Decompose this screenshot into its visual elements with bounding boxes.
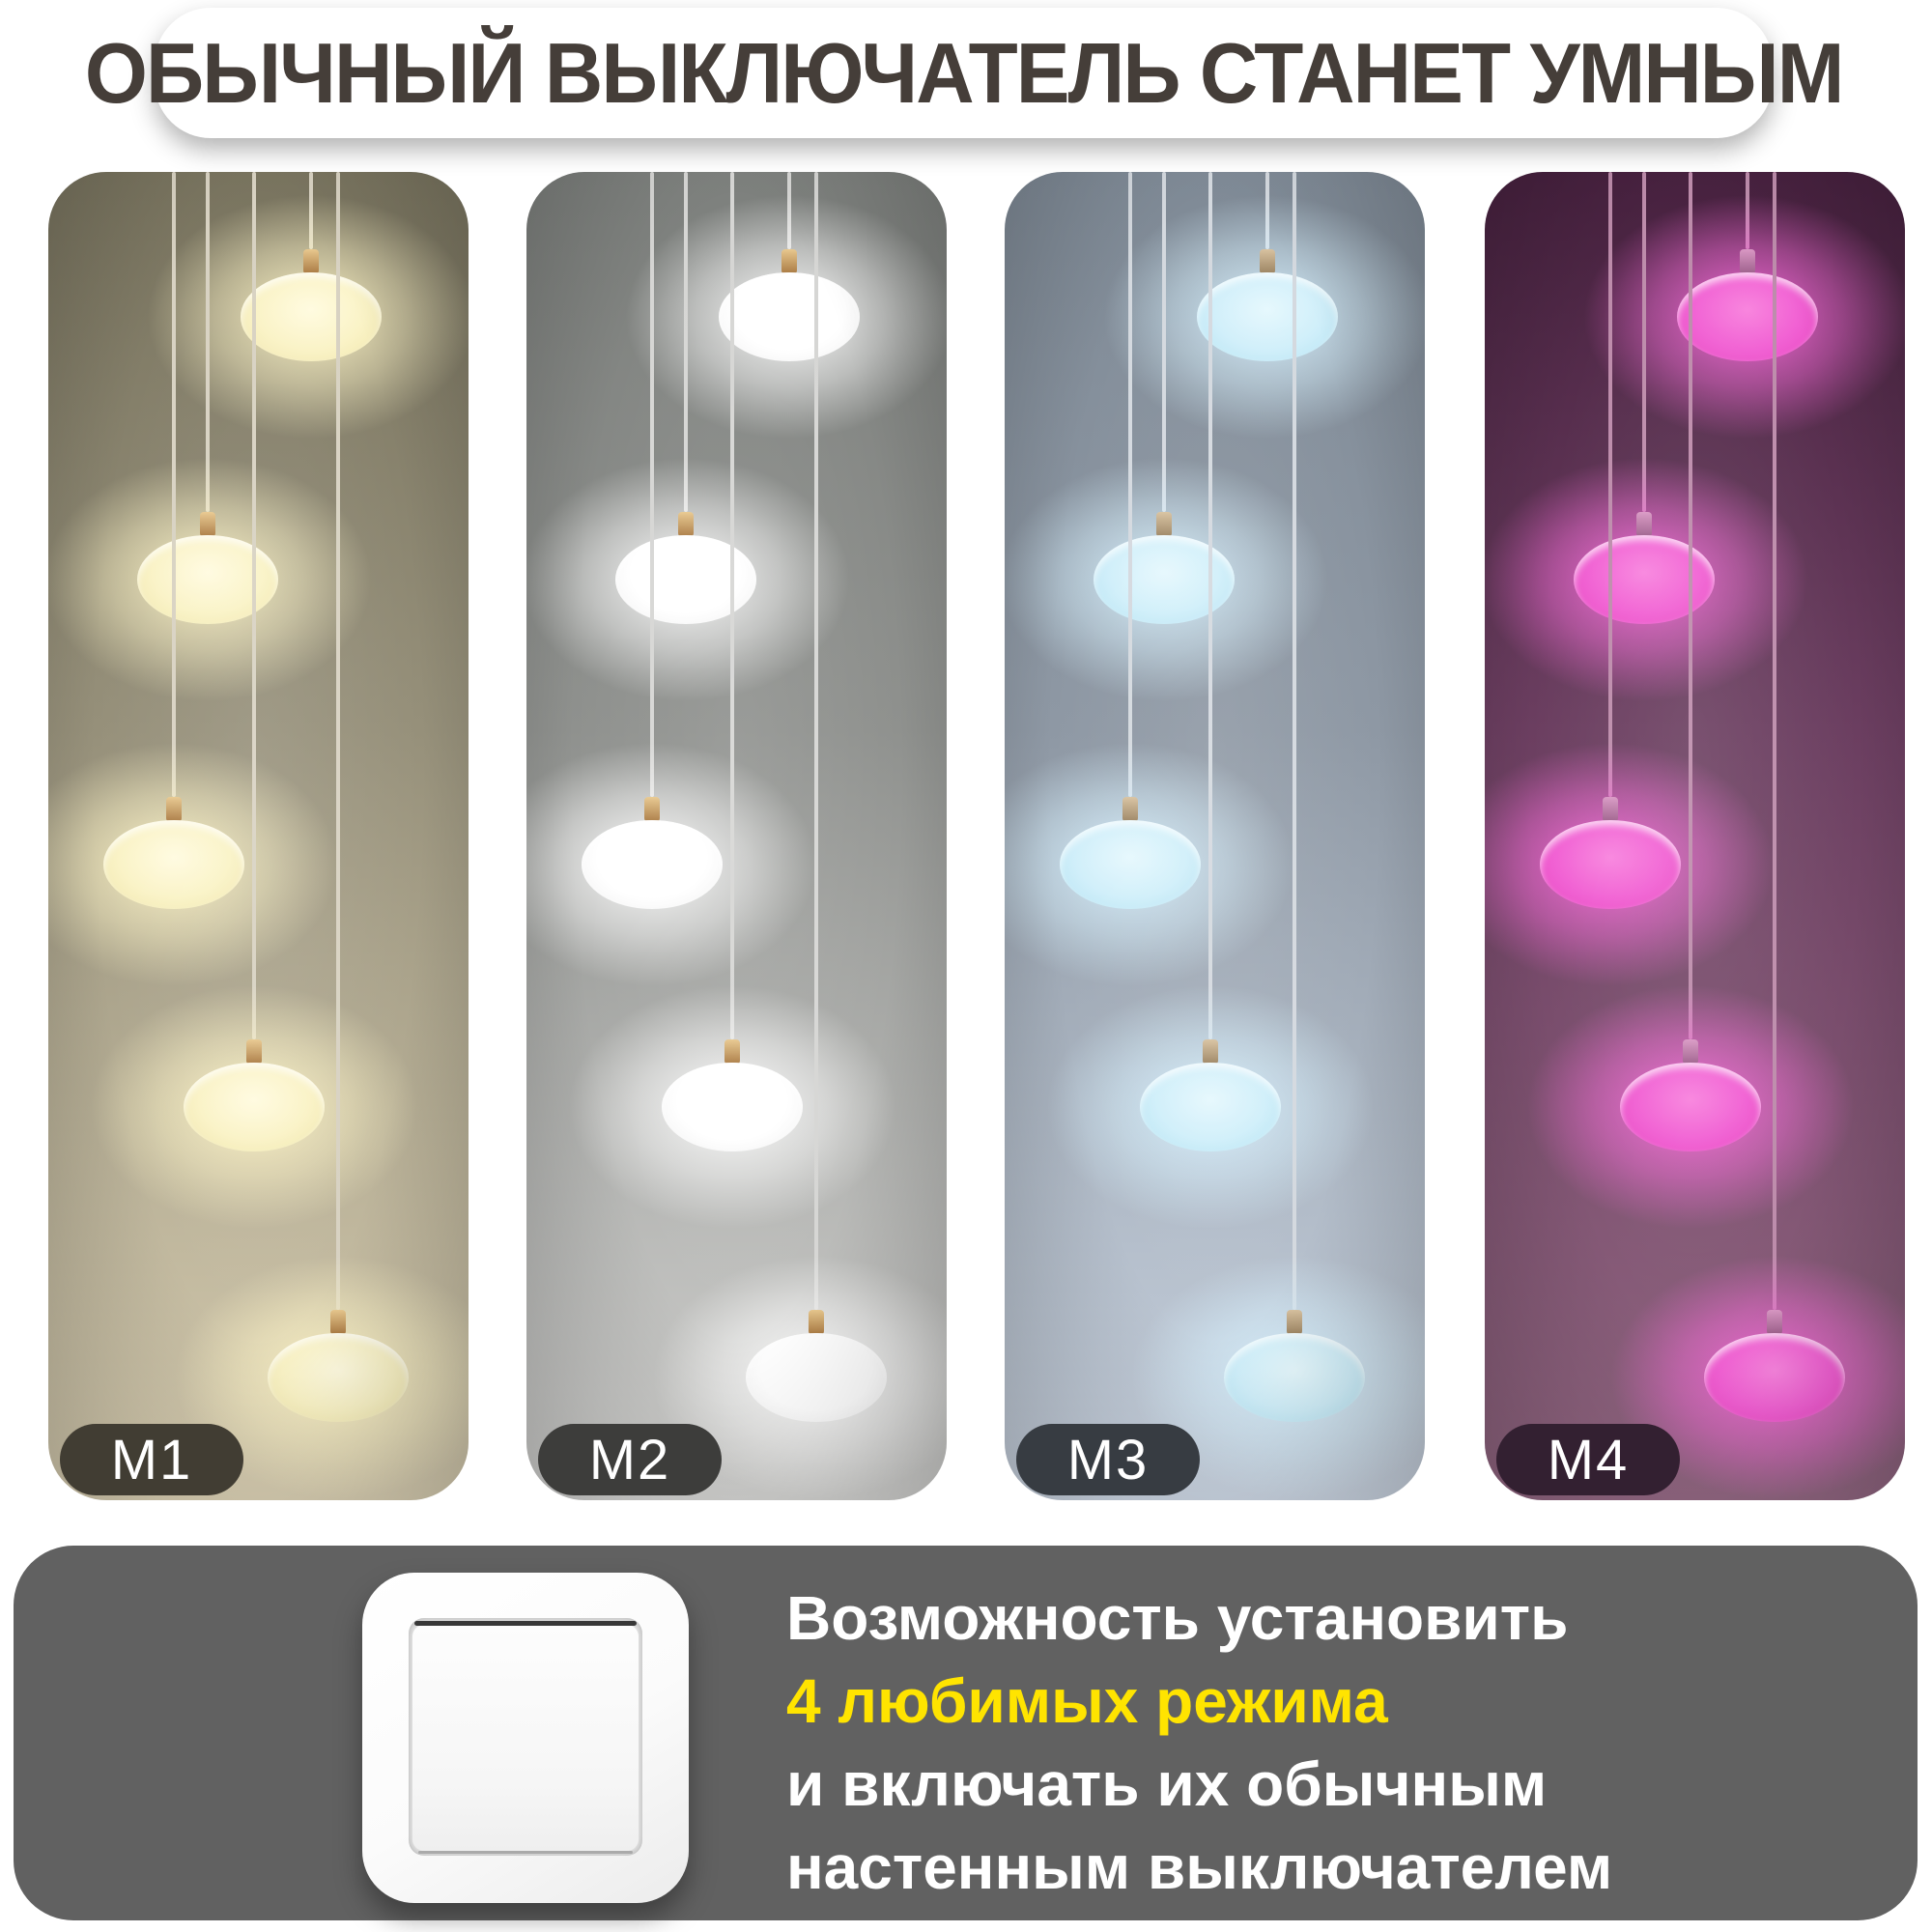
light-switch-photo [362, 1573, 689, 1903]
lamp-cap [200, 512, 215, 537]
lamp-cord [252, 172, 256, 1039]
lamp-cord [730, 172, 734, 1039]
panel-vignette [1005, 172, 1425, 1500]
lamp-cord [1293, 172, 1296, 1310]
pendant-lamp-5 [268, 1333, 409, 1422]
lamp-cord [1128, 172, 1132, 797]
lamp-cap [1156, 512, 1172, 537]
pendant-lamp-4 [662, 1063, 803, 1151]
lamp-cap [1203, 1039, 1218, 1065]
pendant-lamp-3 [1540, 820, 1681, 909]
bottom-text-line-1: Возможность установить [786, 1583, 1569, 1653]
switch-seam-bottom [418, 1851, 633, 1854]
lamp-cap [644, 797, 660, 822]
lamp-cord [684, 172, 688, 512]
pendant-lamp-1 [1677, 272, 1818, 361]
lamp-cap [809, 1310, 824, 1335]
lamp-cord [1208, 172, 1212, 1039]
panel-vignette [48, 172, 469, 1500]
lamp-cord [172, 172, 176, 797]
pendant-lamp-4 [184, 1063, 325, 1151]
title-banner: ОБЫЧНЫЙ ВЫКЛЮЧАТЕЛЬ СТАНЕТ УМНЫМ [85, 8, 1844, 138]
pendant-lamp-3 [1060, 820, 1201, 909]
pendant-lamp-3 [582, 820, 723, 909]
mode-badge-m1: M1 [60, 1424, 243, 1495]
panel-vignette [526, 172, 947, 1500]
pendant-lamp-1 [1197, 272, 1338, 361]
pendant-lamp-5 [1224, 1333, 1365, 1422]
lamp-cap [1636, 512, 1652, 537]
lamp-cap [1287, 1310, 1302, 1335]
mode-badge-m3: M3 [1016, 1424, 1200, 1495]
lamp-cap [330, 1310, 346, 1335]
page-title: ОБЫЧНЫЙ ВЫКЛЮЧАТЕЛЬ СТАНЕТ УМНЫМ [84, 24, 1844, 121]
pendant-lamp-4 [1140, 1063, 1281, 1151]
lamp-cord [814, 172, 818, 1310]
lamp-cord [206, 172, 210, 512]
lamp-cord [1162, 172, 1166, 512]
lamp-cap [1740, 249, 1755, 274]
lamp-cap [724, 1039, 740, 1065]
mode-panel-m1: M1 [48, 172, 469, 1500]
lamp-cord [336, 172, 340, 1310]
bottom-text-line-4: настенным выключателем [786, 1833, 1613, 1902]
bottom-text-block: Возможность установить 4 любимых режима … [786, 1577, 1612, 1909]
lamp-cord [1689, 172, 1692, 1039]
lamp-cord [1642, 172, 1646, 512]
mode-panel-m3: M3 [1005, 172, 1425, 1500]
lamp-cap [166, 797, 182, 822]
lamp-cap [781, 249, 797, 274]
bottom-info-panel: Возможность установить 4 любимых режима … [14, 1546, 1918, 1920]
pendant-lamp-1 [241, 272, 382, 361]
mode-badge-m4: M4 [1496, 1424, 1680, 1495]
pendant-lamp-5 [1704, 1333, 1845, 1422]
pendant-lamp-5 [746, 1333, 887, 1422]
lamp-cord [1608, 172, 1612, 797]
lamp-cap [678, 512, 694, 537]
lamp-cord [1773, 172, 1776, 1310]
mode-panel-m2: M2 [526, 172, 947, 1500]
bottom-text-line-3: и включать их обычным [786, 1749, 1548, 1819]
lamp-cap [1122, 797, 1138, 822]
lamp-cap [246, 1039, 262, 1065]
panel-vignette [1485, 172, 1905, 1500]
pendant-lamp-1 [719, 272, 860, 361]
lamp-cap [1683, 1039, 1698, 1065]
bottom-text-line-2-highlight: 4 любимых режима [786, 1666, 1388, 1736]
mode-badge-m2: M2 [538, 1424, 722, 1495]
lamp-cap [1260, 249, 1275, 274]
lamp-cap [303, 249, 319, 274]
switch-seam-top [414, 1621, 637, 1626]
lamp-cord [650, 172, 654, 797]
lamp-cap [1767, 1310, 1782, 1335]
light-switch-frame [409, 1618, 642, 1856]
pendant-lamp-3 [103, 820, 244, 909]
lamp-cap [1603, 797, 1618, 822]
light-switch-rocker [412, 1621, 639, 1854]
pendant-lamp-4 [1620, 1063, 1761, 1151]
mode-panel-m4: M4 [1485, 172, 1905, 1500]
